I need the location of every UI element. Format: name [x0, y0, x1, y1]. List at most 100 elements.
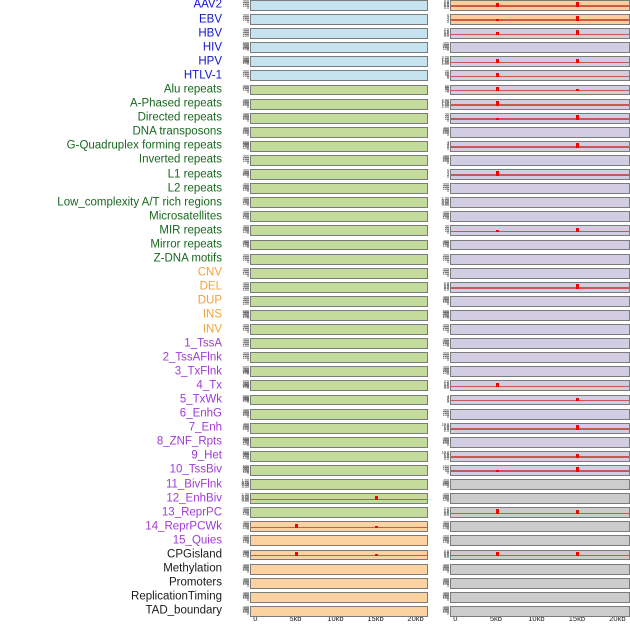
signal-peak	[495, 469, 499, 472]
y-tick-label: 0	[246, 469, 249, 475]
y-tick-label: 200	[242, 424, 250, 430]
signal-peak	[576, 509, 580, 515]
y-tick-label: 4	[446, 169, 449, 175]
track-b-mirror-repeats: 400 300 200 100 0	[428, 239, 630, 251]
track-a-l1-repeats: 400 300 200 100 0	[228, 168, 428, 180]
track-a-htlv-1: 300 200 100 0	[228, 70, 428, 82]
track-plot-area	[250, 507, 428, 519]
track-plot-area	[450, 253, 630, 265]
track-label-7-enh: 7_Enh	[188, 421, 222, 434]
signal-peak	[375, 554, 379, 557]
y-tick-label: 100	[242, 300, 250, 306]
y-tick-label: 100	[242, 59, 250, 65]
track-plot-area	[250, 479, 428, 490]
y-tick-label: 20	[444, 226, 449, 232]
track-b-8-znf-rpts: 400 300 200 100 0	[428, 436, 630, 448]
y-tick-label: 0	[446, 75, 449, 81]
y-tick-label: 100	[242, 2, 250, 8]
track-b-hbv: 2.0 1.5 1.0 0.5 0.0	[428, 27, 630, 40]
y-tick-label: 300	[242, 423, 250, 429]
y-tick-label: 300	[242, 225, 250, 231]
y-axis: 500 400 300 200 100 0	[228, 464, 250, 476]
track-plot-area	[450, 422, 630, 434]
track-plot-area	[450, 0, 630, 11]
track-plot-area	[450, 408, 630, 420]
y-tick-label: 0	[446, 483, 449, 489]
y-axis: 400 300 200 100	[228, 281, 250, 293]
y-tick-label: 80	[444, 83, 449, 89]
y-tick-label: 300	[242, 266, 250, 272]
y-tick-label: 2.5	[443, 454, 449, 460]
y-axis: 300 200 100 0	[228, 84, 250, 96]
y-tick-label: 200	[442, 353, 450, 359]
y-tick-label: 0	[246, 18, 249, 24]
y-tick-label: 10.0	[441, 421, 450, 427]
y-tick-label: 400	[242, 436, 250, 442]
y-tick-label: 400	[242, 310, 250, 316]
y-tick-label: 200	[242, 396, 250, 402]
track-a-13-reprpc: 400 300 200 100 0	[228, 506, 428, 519]
signal-baseline	[451, 5, 629, 7]
y-tick-label: 100	[242, 116, 250, 122]
y-tick-label: 400	[242, 210, 250, 216]
y-axis: 300 200 100 0	[428, 252, 450, 265]
y-axis: 2.0 1.5 1.0 0.5 0.0	[428, 27, 450, 39]
y-tick-label: 100	[442, 256, 450, 262]
y-tick-label: 100	[442, 185, 450, 191]
y-tick-label: 200	[442, 254, 450, 260]
y-tick-label: 100	[442, 45, 450, 51]
y-tick-label: 300	[442, 479, 450, 485]
y-axis: 400 300 200 100 0	[228, 577, 250, 589]
signal-peak	[495, 552, 499, 557]
y-tick-label: 200	[242, 523, 250, 529]
track-a-tad-boundary: 400 300 200 100 0	[228, 605, 428, 617]
track-b-dup: 400 300 200 100 0	[428, 295, 630, 307]
y-tick-label: 300	[242, 578, 250, 584]
x-axis-left: 0 5kb 10kb 15kb 20kb	[250, 610, 428, 630]
track-b-10-tssbiv: 150 100 50 0	[428, 464, 630, 476]
track-a-hiv: 500 400 300 200 100 0	[228, 41, 428, 54]
y-tick-label: 200	[242, 579, 250, 585]
y-tick-label: 0	[246, 427, 249, 433]
y-tick-label: 0.5	[443, 510, 449, 516]
track-a-dna-transposons: 400 300 200 100 0	[228, 126, 428, 138]
y-tick-label: 0.0	[443, 4, 449, 10]
y-tick-label: 0	[446, 18, 449, 24]
y-tick-label: 300	[442, 211, 450, 217]
y-tick-label: 0.75	[241, 493, 250, 499]
y-tick-label: 1.00	[241, 477, 250, 483]
track-label-g-quadruplex-forming-repeats: G-Quadruplex forming repeats	[66, 139, 222, 152]
track-plot-area	[250, 98, 428, 110]
y-tick-label: 0.0	[443, 554, 449, 560]
track-a-9-het: 500 400 300 200 100 0	[228, 450, 428, 462]
y-tick-label: 0	[246, 568, 249, 574]
track-plot-area	[450, 310, 630, 321]
track-plot-area	[450, 14, 630, 25]
signal-peak	[576, 58, 580, 64]
track-plot-area	[250, 140, 428, 152]
track-label-12-enhbiv: 12_EnhBiv	[166, 491, 222, 504]
y-tick-label: 500	[242, 41, 250, 47]
track-plot-area	[250, 605, 428, 617]
y-axis: 1.00 0.75 0.50 0.25 0.00	[228, 492, 250, 504]
track-plot-area	[450, 366, 630, 378]
y-tick-label: 400	[242, 42, 250, 48]
y-tick-label: 0.25	[241, 496, 250, 502]
signal-peak	[375, 495, 379, 501]
y-tick-label: 300	[442, 42, 450, 48]
y-tick-label: 500	[242, 393, 250, 399]
track-a-5-txwk: 500 400 300 200 100 0	[228, 393, 428, 406]
y-tick-label: 300	[242, 0, 250, 4]
y-axis: 300 200 100 0	[428, 267, 450, 279]
y-tick-label: 300	[242, 438, 250, 444]
y-tick-label: 300	[442, 493, 450, 499]
track-b-microsatellites: 400 300 200 100 0	[428, 211, 630, 223]
y-tick-label: 200	[242, 0, 250, 6]
track-label-mirror-repeats: Mirror repeats	[150, 238, 222, 251]
track-a-4-tx: 500 400 300 200 100 0	[228, 380, 428, 392]
y-tick-label: 300	[442, 252, 450, 258]
y-axis: 1.00 0.75 0.50 0.25 0.00	[228, 477, 250, 490]
track-label-3-txflnk: 3_TxFlnk	[174, 365, 222, 378]
